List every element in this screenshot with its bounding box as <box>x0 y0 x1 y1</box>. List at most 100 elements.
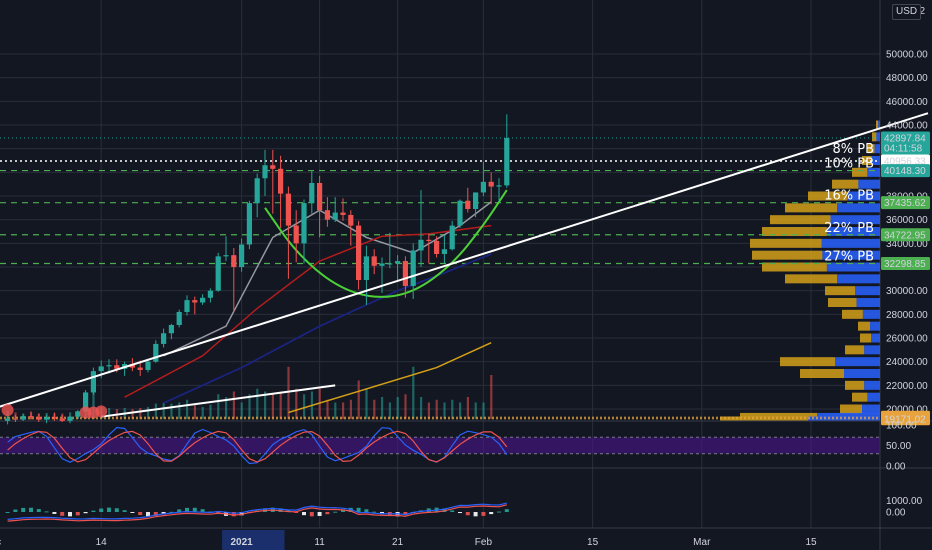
macd-histogram-bar <box>5 512 10 513</box>
volume-bar <box>490 375 493 419</box>
price-tick-label: 48000.00 <box>886 73 928 84</box>
volume-bar <box>349 399 352 419</box>
price-tick-label: 46000.00 <box>886 97 928 108</box>
signal-marker <box>1 404 14 417</box>
price-badge-label: 37435.62 <box>884 198 926 209</box>
candle-down <box>278 168 284 194</box>
macd-histogram-bar <box>29 507 33 512</box>
macd-line <box>7 502 507 520</box>
macd-histogram-bar <box>21 507 26 512</box>
macd-signal-line <box>7 504 507 522</box>
time-tick-label: 15 <box>587 537 599 548</box>
pullback-label: 10% PB <box>824 157 874 172</box>
candle-up <box>457 200 463 226</box>
candle-up <box>379 263 385 266</box>
volume-bar <box>435 399 438 419</box>
price-tick-label: 26000.00 <box>886 334 928 345</box>
volume-bar <box>295 388 298 419</box>
volume-bar <box>108 408 111 419</box>
profile-bar-sell <box>830 215 880 225</box>
macd-histogram-bar <box>497 511 501 513</box>
profile-bar-sell <box>876 132 880 142</box>
profile-bar-buy <box>845 345 865 355</box>
signal-marker <box>95 405 108 418</box>
profile-bar-sell <box>867 392 880 402</box>
candle-down <box>340 212 346 215</box>
profile-bar-sell <box>856 298 880 308</box>
rsi-d-line <box>7 430 508 463</box>
currency-label[interactable]: USD <box>892 4 922 20</box>
candle-up <box>246 203 252 245</box>
volume-bar <box>412 366 415 419</box>
candle-down <box>51 417 57 419</box>
rsi-pane[interactable] <box>0 426 880 465</box>
price-badge <box>881 256 930 270</box>
candle-up <box>44 417 50 420</box>
profile-bar-sell <box>858 179 880 189</box>
profile-bar-buy <box>780 357 835 367</box>
time-axis-highlight <box>222 530 285 550</box>
time-tick-label: 21 <box>392 537 404 548</box>
macd-histogram-bar <box>192 507 197 512</box>
candle-down <box>402 261 408 286</box>
time-tick-label: Mar <box>693 537 711 548</box>
profile-bar-sell <box>826 227 880 237</box>
profile-bar-sell <box>847 191 880 201</box>
price-axis[interactable]: 50000.0048000.0046000.0044000.0038000.00… <box>881 6 930 519</box>
time-tick-label: 2021 <box>230 537 253 548</box>
candle-up <box>5 418 11 421</box>
macd-histogram-bar <box>504 509 509 512</box>
macd-histogram-bar <box>473 512 478 517</box>
profile-bar-buy <box>825 286 856 296</box>
price-badge <box>881 196 930 210</box>
candle-up <box>161 333 167 344</box>
price-tick-label: 28000.00 <box>886 310 928 321</box>
candle-down <box>488 181 494 187</box>
time-axis[interactable]: ec1420211121Feb15Mar15Apr <box>0 530 932 550</box>
candle-up <box>153 343 159 362</box>
volume-bar <box>357 380 360 419</box>
candle-down <box>371 256 377 266</box>
profile-bar-buy <box>852 167 868 177</box>
profile-bar-sell <box>862 309 880 319</box>
candle-up <box>395 261 401 264</box>
profile-bar-sell <box>871 333 880 343</box>
volume-bar <box>178 402 181 419</box>
profile-bar-buy <box>858 321 871 331</box>
profile-bar-buy <box>852 392 868 402</box>
candle-down <box>28 416 34 418</box>
profile-bar-sell <box>822 250 880 260</box>
candle-up <box>504 138 510 186</box>
macd-histogram-bar <box>333 511 338 513</box>
macd-histogram-bar <box>138 512 143 516</box>
price-badge <box>881 141 930 155</box>
candle-down <box>59 418 65 421</box>
macd-histogram-bar <box>481 512 486 516</box>
candle-down <box>426 239 432 241</box>
macd-histogram-bar <box>91 510 96 512</box>
candle-up <box>449 225 455 250</box>
candle-up <box>207 290 213 298</box>
profile-bar-sell <box>835 357 880 367</box>
candle-up <box>67 416 73 421</box>
candle-up <box>480 181 486 193</box>
volume-bar <box>186 399 189 419</box>
candle-up <box>363 256 369 281</box>
volume-bar <box>466 397 469 419</box>
rsi-band <box>0 437 880 454</box>
pullback-label: 16% PB <box>824 189 874 204</box>
macd-histogram-bar <box>99 508 104 512</box>
price-badge <box>881 228 930 242</box>
time-tick-label: Feb <box>475 537 493 548</box>
candle-up <box>441 249 447 254</box>
macd-pane[interactable] <box>5 502 509 522</box>
candle-down <box>293 225 299 244</box>
candle-down <box>324 210 330 220</box>
candle-up <box>387 263 393 265</box>
volume-bar <box>381 397 384 419</box>
trend-lines[interactable] <box>0 112 929 419</box>
profile-bar-sell <box>844 369 880 379</box>
